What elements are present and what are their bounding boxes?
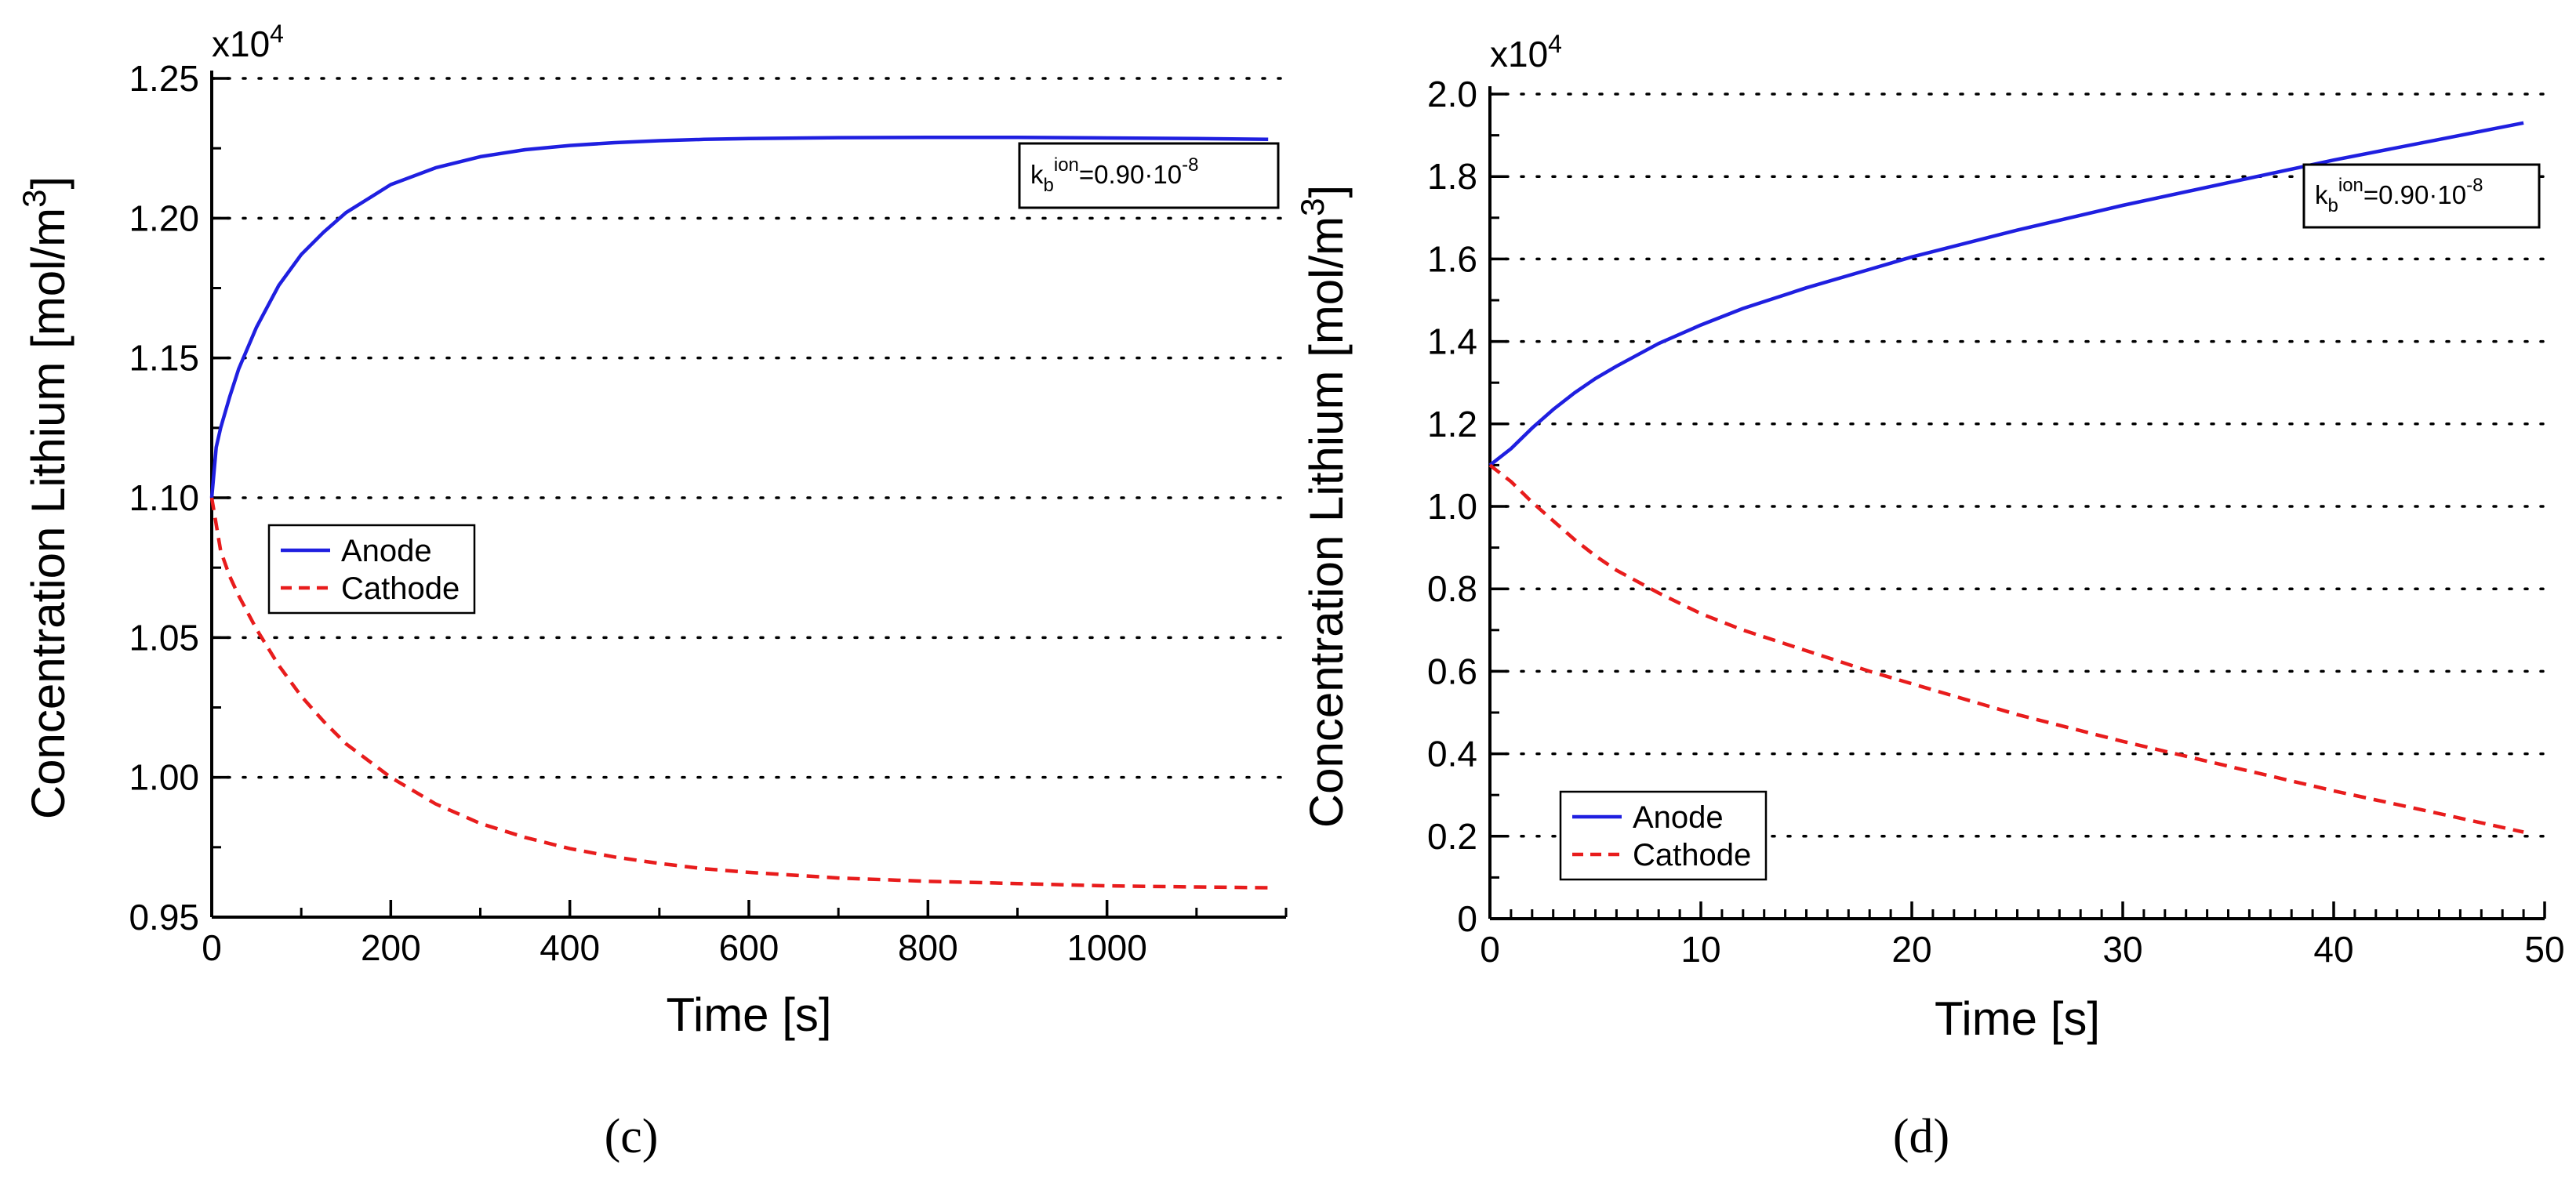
y-tick-label: 1.20 xyxy=(129,198,199,238)
x-tick-label: 200 xyxy=(361,927,421,968)
y-axis-label: Concentration Lithium [mol/m3] xyxy=(1294,185,1353,828)
x-tick-label: 800 xyxy=(898,927,958,968)
y-tick-label: 1.6 xyxy=(1427,238,1477,279)
legend-box xyxy=(267,524,476,615)
y-tick-label: 1.25 xyxy=(129,58,199,99)
y-tick-label: 0.4 xyxy=(1427,734,1477,774)
y-tick-label: 1.15 xyxy=(129,338,199,379)
y-tick-label: 0.6 xyxy=(1427,651,1477,691)
y-tick-label: 0.95 xyxy=(129,897,199,938)
x-tick-label: 600 xyxy=(719,927,779,968)
x-tick-label: 40 xyxy=(2313,929,2353,970)
legend-label-cathode: Cathode xyxy=(1633,838,1751,872)
x-tick-label: 0 xyxy=(1480,929,1500,970)
series-line-cathode xyxy=(1488,463,2524,834)
annotation-text: kbion=0.90·10-8 xyxy=(2315,175,2483,216)
panel-label: (d) xyxy=(1893,1110,1949,1163)
legend-label-anode: Anode xyxy=(1633,800,1724,835)
x-tick-label: 50 xyxy=(2524,929,2564,970)
scale-factor: x104 xyxy=(212,20,284,64)
x-tick-label: 400 xyxy=(540,927,600,968)
y-axis-label: Concentration Lithium [mol/m3] xyxy=(16,176,74,819)
y-tick-label: 1.4 xyxy=(1427,321,1477,362)
series-line-anode xyxy=(209,136,1269,499)
legend-label-anode: Anode xyxy=(341,534,432,568)
y-tick-label: 1.10 xyxy=(129,477,199,518)
y-tick-label: 0.2 xyxy=(1427,816,1477,857)
legend-label-cathode: Cathode xyxy=(341,571,460,606)
y-tick-label: 1.8 xyxy=(1427,156,1477,197)
y-tick-label: 1.05 xyxy=(129,617,199,658)
x-axis-label: Time [s] xyxy=(1935,992,2100,1045)
chart-panel-d: 0 10 20 30 40 50 0 0.2 0.4 0.6 0.8 1.0 1.2 1.4 1.6 1.8 2… xyxy=(1294,30,2565,1163)
annotation-box xyxy=(1018,142,1280,209)
x-tick-label: 1000 xyxy=(1066,927,1146,968)
panel-label: (c) xyxy=(605,1110,659,1163)
legend-box xyxy=(1559,790,1768,881)
y-tick-label: 2.0 xyxy=(1427,74,1477,114)
y-tick-label: 0.8 xyxy=(1427,568,1477,609)
x-tick-label: 0 xyxy=(202,927,222,968)
series-line-anode xyxy=(1488,121,2524,467)
y-tick-label: 1.00 xyxy=(129,757,199,798)
chart-panel-c: 0 200 400 600 800 1000 0.95 1.00 1.05 1.10 1.15 1.2… xyxy=(16,20,1288,1163)
annotation-text: kbion=0.90·10-8 xyxy=(1030,154,1198,196)
x-tick-label: 30 xyxy=(2102,929,2142,970)
y-tick-label: 1.2 xyxy=(1427,404,1477,444)
x-axis-label: Time [s] xyxy=(666,988,831,1041)
x-tick-label: 20 xyxy=(1891,929,1931,970)
scale-factor: x104 xyxy=(1490,30,1562,74)
y-tick-label: 0 xyxy=(1457,898,1477,939)
y-tick-label: 1.0 xyxy=(1427,486,1477,527)
x-tick-label: 10 xyxy=(1680,929,1720,970)
annotation-box xyxy=(2302,163,2541,229)
